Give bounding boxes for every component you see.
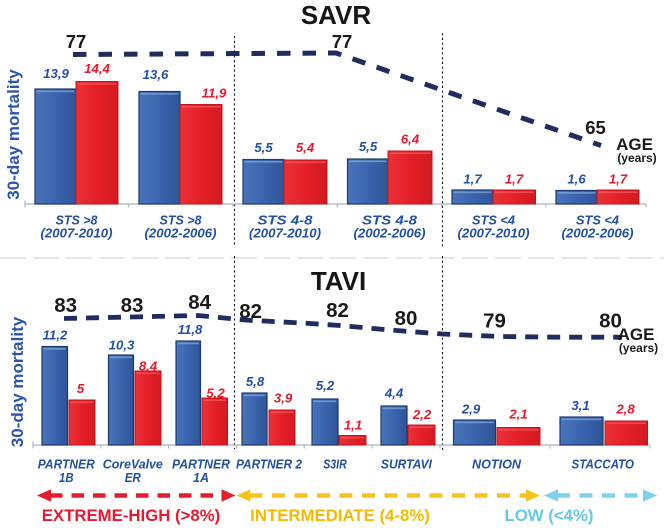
svg-text:AGE: AGE [618, 325, 655, 344]
svg-text:EXTREME-HIGH (>8%): EXTREME-HIGH (>8%) [42, 506, 221, 525]
svg-text:1,1: 1,1 [344, 418, 362, 433]
svg-text:1,7: 1,7 [505, 172, 524, 187]
svg-text:80: 80 [395, 307, 418, 330]
svg-text:84: 84 [188, 291, 211, 314]
svg-text:5,5: 5,5 [359, 139, 378, 154]
svg-text:80: 80 [599, 310, 622, 333]
svg-text:ER: ER [125, 470, 141, 485]
svg-text:(2007-2010): (2007-2010) [458, 226, 530, 241]
svg-text:1,7: 1,7 [609, 172, 628, 187]
svg-text:STS >8: STS >8 [56, 213, 99, 228]
svg-text:5,2: 5,2 [316, 378, 335, 393]
svg-text:1A: 1A [193, 470, 209, 485]
svg-text:(2002-2006): (2002-2006) [354, 226, 426, 241]
svg-text:5: 5 [77, 381, 85, 396]
svg-text:77: 77 [66, 31, 87, 52]
svg-text:(2007-2010): (2007-2010) [41, 226, 113, 241]
svg-text:5,2: 5,2 [206, 386, 225, 401]
svg-text:SAVR: SAVR [301, 0, 372, 30]
svg-text:30-day mortality: 30-day mortality [4, 69, 23, 200]
svg-text:PARTNER: PARTNER [38, 457, 95, 472]
svg-text:2,8: 2,8 [615, 402, 635, 417]
svg-text:83: 83 [121, 294, 144, 317]
svg-text:PARTNER 2: PARTNER 2 [236, 457, 303, 472]
svg-text:4,4: 4,4 [384, 386, 404, 401]
svg-text:STS <4: STS <4 [576, 213, 619, 228]
svg-text:TAVI: TAVI [311, 266, 366, 296]
svg-text:AGE: AGE [616, 135, 653, 154]
svg-text:79: 79 [483, 310, 506, 333]
svg-text:STACCATO: STACCATO [572, 457, 635, 472]
svg-text:77: 77 [332, 31, 353, 52]
svg-text:2,9: 2,9 [461, 402, 481, 417]
svg-text:5,4: 5,4 [296, 140, 315, 155]
svg-text:5,8: 5,8 [246, 374, 265, 389]
svg-text:1B: 1B [59, 470, 74, 485]
svg-text:6,4: 6,4 [401, 132, 420, 147]
svg-text:1,6: 1,6 [567, 172, 586, 187]
svg-text:(2002-2006): (2002-2006) [145, 226, 217, 241]
svg-text:NOTION: NOTION [472, 457, 521, 472]
svg-text:S3IR: S3IR [323, 457, 347, 472]
svg-text:13,6: 13,6 [143, 67, 169, 82]
svg-text:(2002-2006): (2002-2006) [562, 226, 634, 241]
svg-text:LOW (<4%): LOW (<4%) [504, 506, 593, 525]
svg-text:STS 4-8: STS 4-8 [362, 213, 418, 228]
svg-text:(years): (years) [619, 341, 658, 355]
svg-text:65: 65 [585, 117, 606, 138]
svg-text:STS 4-8: STS 4-8 [258, 213, 314, 228]
svg-text:82: 82 [239, 300, 262, 323]
svg-text:11,9: 11,9 [202, 86, 227, 101]
svg-text:PARTNER: PARTNER [172, 457, 230, 472]
svg-text:STS <4: STS <4 [472, 213, 515, 228]
svg-text:10,3: 10,3 [109, 338, 135, 353]
svg-text:SURTAVI: SURTAVI [381, 457, 432, 472]
svg-text:3,9: 3,9 [274, 391, 293, 406]
svg-text:30-day mortality: 30-day mortality [8, 316, 27, 447]
svg-text:(years): (years) [617, 151, 656, 165]
svg-text:14,4: 14,4 [84, 61, 110, 76]
svg-text:3,1: 3,1 [571, 398, 589, 413]
svg-text:5,5: 5,5 [254, 140, 273, 155]
svg-text:INTERMEDIATE (4-8%): INTERMEDIATE (4-8%) [250, 506, 430, 525]
svg-text:82: 82 [326, 299, 349, 322]
svg-text:1,7: 1,7 [463, 172, 482, 187]
svg-text:13,9: 13,9 [43, 66, 69, 81]
svg-text:11,8: 11,8 [178, 322, 203, 337]
svg-text:11,2: 11,2 [43, 328, 68, 343]
svg-text:CoreValve: CoreValve [103, 457, 163, 472]
svg-text:(2007-2010): (2007-2010) [249, 226, 321, 241]
svg-text:83: 83 [54, 294, 77, 317]
svg-text:2,1: 2,1 [508, 407, 527, 422]
svg-text:2,2: 2,2 [412, 407, 432, 422]
svg-text:STS >8: STS >8 [160, 213, 203, 228]
svg-text:8,4: 8,4 [139, 359, 158, 374]
